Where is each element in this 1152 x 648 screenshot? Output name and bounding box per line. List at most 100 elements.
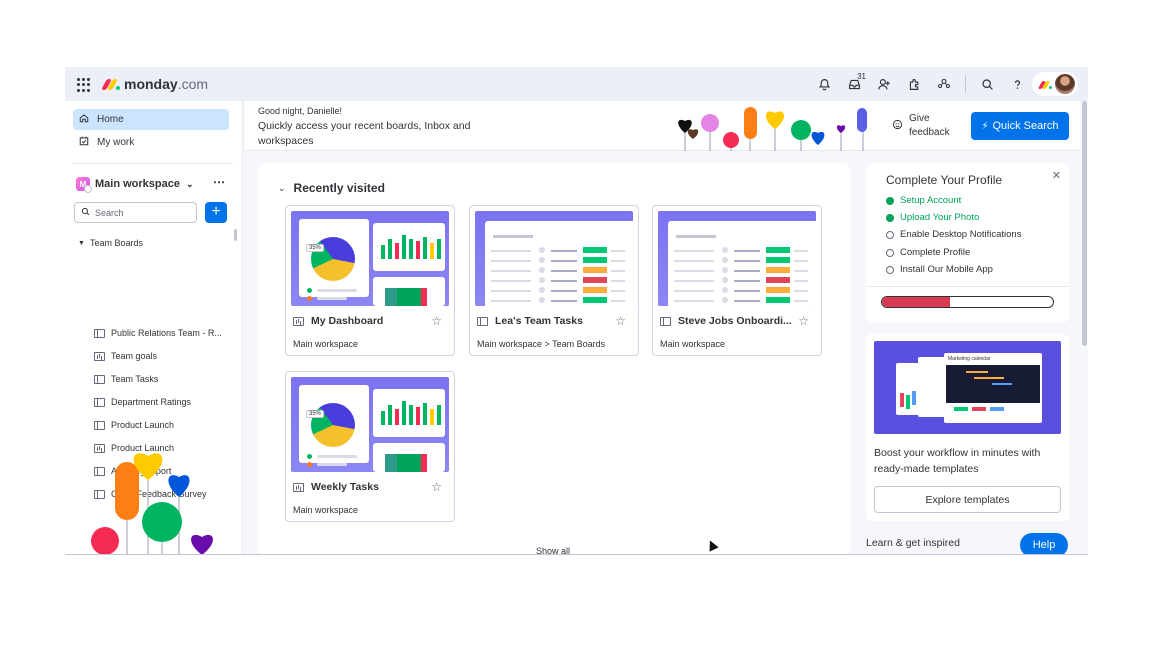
card-path: Main workspace > Team Boards (477, 339, 606, 349)
profile-step-label: Complete Profile (900, 247, 971, 258)
sidebar-search-input[interactable]: Search (74, 202, 197, 223)
sidebar-item-my-work[interactable]: My work (73, 132, 229, 153)
card-title: Weekly Tasks (311, 481, 379, 493)
recently-visited-heading: Recently visited (293, 181, 385, 195)
sidebar: Home My work M Main workspace ⌄ ⋯ Search… (65, 101, 243, 554)
table-board-icon (477, 316, 488, 326)
account-logo-mark-icon (1037, 80, 1052, 89)
board-card-my-dashboard[interactable]: 35% (285, 205, 455, 356)
notifications-bell-icon[interactable] (809, 69, 839, 99)
sidebar-board-item[interactable]: Client Feedback Survey (94, 485, 207, 503)
table-board-icon (94, 374, 105, 384)
templates-preview-image: Marketing calendar (874, 341, 1061, 434)
card-path: Main workspace (293, 505, 359, 515)
check-circle-icon (886, 196, 894, 205)
dashboard-icon (94, 351, 105, 361)
card-title: My Dashboard (311, 315, 384, 327)
logo-brand: monday (124, 76, 178, 92)
avatar (1055, 74, 1075, 94)
monday-logo-mark-icon (101, 78, 120, 90)
more-options-icon[interactable]: ⋯ (213, 175, 226, 189)
search-icon[interactable] (972, 69, 1002, 99)
empty-circle-icon (886, 230, 894, 239)
star-favorite-icon[interactable]: ☆ (431, 480, 442, 494)
table-board-icon (660, 316, 671, 326)
star-favorite-icon[interactable]: ☆ (798, 314, 809, 328)
profile-step-label: Upload Your Photo (900, 212, 980, 223)
board-label: Product Launch (111, 420, 175, 430)
sidebar-balloons-illustration (91, 453, 213, 554)
board-label: Team Tasks (111, 374, 159, 384)
card-path: Main workspace (660, 339, 726, 349)
main-scrollbar[interactable] (1082, 101, 1087, 346)
sidebar-board-item[interactable]: Product Launch (94, 439, 174, 457)
profile-step-label: Enable Desktop Notifications (900, 229, 1022, 240)
top-bar-actions: 31 (809, 67, 1088, 101)
board-card-steve-jobs-onboarding[interactable]: Steve Jobs Onboardi... ☆ Main workspace (652, 205, 822, 356)
dashboard-icon (293, 482, 304, 492)
template-preview-title: Marketing calendar (948, 356, 991, 362)
empty-circle-icon (886, 248, 894, 257)
dashboard-icon (94, 443, 105, 453)
recently-visited-panel: ⌄ Recently visited 35% (258, 163, 850, 555)
profile-step[interactable]: Enable Desktop Notifications (886, 229, 1021, 240)
board-label: Client Feedback Survey (111, 489, 207, 499)
profile-step-label: Install Our Mobile App (900, 264, 993, 275)
table-board-icon (94, 466, 105, 476)
help-button[interactable]: Help (1020, 533, 1068, 554)
sidebar-item-home[interactable]: Home (73, 109, 229, 130)
logo-suffix: .com (177, 76, 209, 92)
search-icon (81, 207, 90, 219)
app-window: monday.com 31 (65, 67, 1088, 555)
chevron-down-icon: ⌄ (185, 178, 194, 189)
help-question-icon[interactable] (1002, 69, 1032, 99)
explore-templates-button[interactable]: Explore templates (874, 486, 1061, 513)
card-title: Steve Jobs Onboardi... (678, 315, 792, 327)
teams-icon[interactable] (929, 69, 959, 99)
profile-step[interactable]: Setup Account (886, 195, 961, 206)
board-card-leas-team-tasks[interactable]: Lea's Team Tasks ☆ Main workspace > Team… (469, 205, 639, 356)
recently-visited-toggle[interactable]: ⌄ Recently visited (278, 181, 385, 195)
profile-step[interactable]: Upload Your Photo (886, 212, 979, 223)
caret-down-icon: ▼ (78, 239, 85, 247)
sidebar-board-item[interactable]: Department Ratings (94, 393, 191, 411)
board-card-weekly-tasks[interactable]: 35% (285, 371, 455, 522)
give-feedback-button[interactable]: Give feedback (892, 112, 959, 140)
lightning-icon: ⚡︎ (981, 120, 989, 132)
monday-logo[interactable]: monday.com (101, 76, 209, 92)
workspace-selector[interactable]: M Main workspace ⌄ ⋯ (76, 175, 226, 193)
sidebar-divider (73, 163, 233, 164)
folder-label: Team Boards (89, 238, 143, 248)
top-bar: monday.com 31 (65, 67, 1088, 101)
sidebar-scrollbar[interactable] (234, 229, 237, 241)
quick-search-button[interactable]: ⚡︎ Quick Search (971, 112, 1069, 140)
account-menu[interactable] (1032, 72, 1078, 96)
star-favorite-icon[interactable]: ☆ (431, 314, 442, 328)
sidebar-board-item[interactable]: Public Relations Team - R... (94, 324, 222, 342)
invite-members-icon[interactable] (869, 69, 899, 99)
table-board-icon (94, 397, 105, 407)
sidebar-board-item[interactable]: Team Tasks (94, 370, 158, 388)
thumb-percentage: 35% (306, 410, 325, 418)
integrations-puzzle-icon[interactable] (899, 69, 929, 99)
show-all-link[interactable]: Show all (536, 546, 571, 555)
table-board-icon (94, 489, 105, 499)
profile-step[interactable]: Install Our Mobile App (886, 264, 993, 275)
sidebar-item-label: Home (97, 114, 124, 125)
check-circle-icon (886, 213, 894, 222)
inbox-icon[interactable]: 31 (839, 69, 869, 99)
empty-circle-icon (886, 265, 894, 274)
close-icon[interactable]: ✕ (1051, 170, 1061, 182)
templates-description: Boost your workflow in minutes with read… (874, 447, 1041, 475)
profile-card-divider (866, 286, 1069, 287)
add-item-button[interactable]: + (205, 202, 227, 223)
profile-step[interactable]: Complete Profile (886, 247, 970, 258)
dashboard-icon (293, 316, 304, 326)
star-favorite-icon[interactable]: ☆ (615, 314, 626, 328)
card-path: Main workspace (293, 339, 359, 349)
apps-grid-icon[interactable] (77, 78, 91, 92)
sidebar-board-item[interactable]: Team goals (94, 347, 157, 365)
folder-team-boards[interactable]: ▼ Team Boards (78, 238, 143, 248)
templates-card: Marketing calendar Boost your workflow i… (866, 334, 1069, 521)
sidebar-board-item[interactable]: Product Launch (94, 416, 174, 434)
